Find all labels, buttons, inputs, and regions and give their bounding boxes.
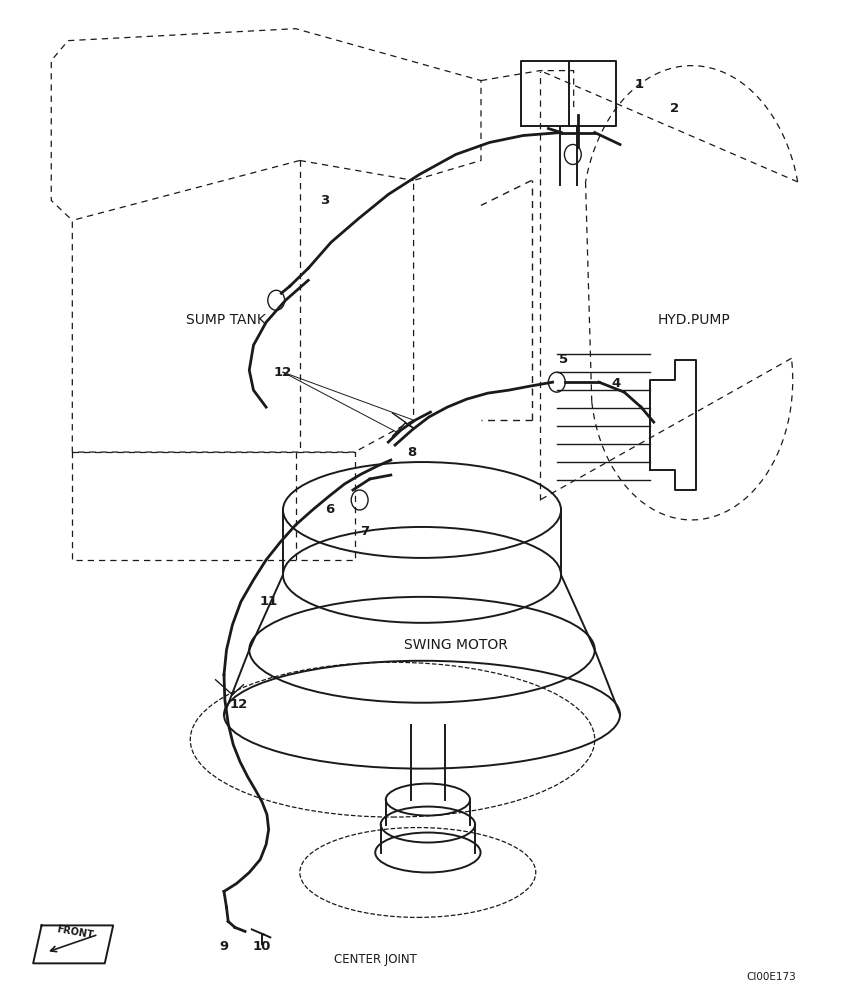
Text: CENTER JOINT: CENTER JOINT [333, 953, 416, 966]
Text: 12: 12 [273, 366, 292, 379]
Text: 7: 7 [360, 525, 370, 538]
Text: 1: 1 [635, 78, 644, 91]
Text: 4: 4 [611, 377, 620, 390]
Text: CI00E173: CI00E173 [747, 972, 797, 982]
Text: FRONT: FRONT [56, 924, 94, 941]
Text: HYD.PUMP: HYD.PUMP [658, 313, 731, 327]
Text: 12: 12 [230, 698, 248, 711]
Text: 2: 2 [670, 102, 679, 115]
Text: SUMP TANK: SUMP TANK [186, 313, 266, 327]
Text: 11: 11 [259, 595, 278, 608]
Text: 8: 8 [408, 446, 416, 459]
Text: 6: 6 [325, 503, 334, 516]
Text: 10: 10 [252, 940, 271, 953]
Text: 3: 3 [321, 194, 330, 207]
Text: 9: 9 [219, 940, 229, 953]
Text: SWING MOTOR: SWING MOTOR [403, 638, 507, 652]
Text: 5: 5 [559, 353, 568, 366]
